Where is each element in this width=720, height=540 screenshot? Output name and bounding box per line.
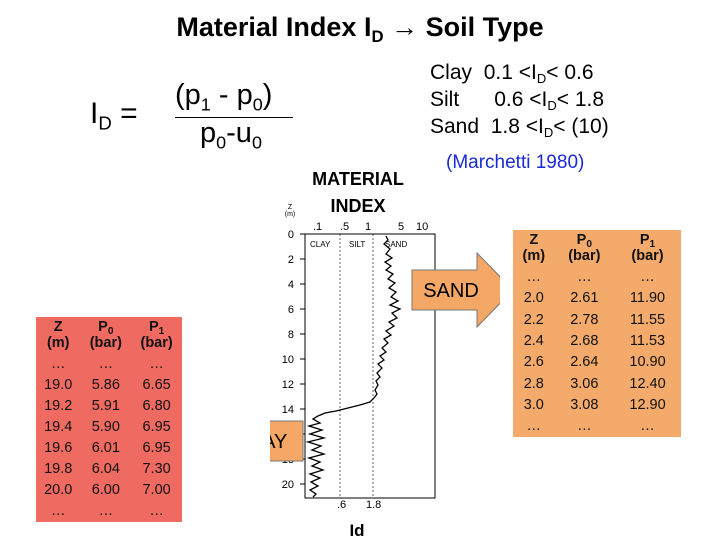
column-header-z: Z (m) <box>46 319 70 352</box>
z-axis-label-line2: (m) <box>285 211 296 218</box>
sand-data-table: Z (m) P0 (bar) P1 (bar) ……… 2.0 2.61 11.90 2.… <box>513 230 681 437</box>
top-tick-label: .5 <box>340 221 349 233</box>
fraction-bar <box>175 117 293 118</box>
table-row: 19.2 5.91 6.80 <box>44 397 171 414</box>
table-row: 2.6 2.64 10.90 <box>523 354 666 371</box>
zone-label-sand: SAND <box>385 240 407 249</box>
citation: (Marchetti 1980) <box>446 152 585 173</box>
x-axis-label: Id <box>349 521 364 540</box>
depth-tick-label: 14 <box>282 404 294 416</box>
table-header-row: Z (m) P0 (bar) P1 (bar) <box>513 230 681 267</box>
bottom-tick-label: 1.8 <box>366 499 381 511</box>
z-axis-label-line1: Z <box>288 204 293 211</box>
table-row: 19.4 5.90 6.95 <box>44 418 171 435</box>
formula-numerator: (p1 - p0) <box>175 79 273 115</box>
plot-title-line1: MATERIAL <box>312 169 404 189</box>
zone-label-silt: SILT <box>349 240 365 249</box>
material-index-plot: MATERIAL INDEX Z (m) .1 .5 1 5 10 CLAY S… <box>270 169 500 540</box>
sand-callout-label: SAND <box>423 280 479 302</box>
plot-frame <box>304 233 436 499</box>
index-profile <box>305 235 402 498</box>
page-title: Material Index ID → Soil Type <box>176 12 544 46</box>
table-header-row: Z (m) P0 (bar) P1 (bar) <box>36 317 182 353</box>
clay-callout: CLAY <box>270 420 304 462</box>
table-row: ……… <box>50 503 164 520</box>
range-sand: Sand 1.8 <ID< (10) <box>430 115 609 140</box>
range-clay: Clay 0.1 <ID< 0.6 <box>430 61 594 86</box>
depth-tick-label: 12 <box>282 379 294 391</box>
column-header-p1: P1 (bar) <box>140 319 173 352</box>
table-row: ……… <box>526 269 655 286</box>
depth-tick-label: 8 <box>288 329 294 341</box>
table-row: 19.8 6.04 7.30 <box>44 461 171 478</box>
table-row: 20.0 6.00 7.00 <box>44 482 171 499</box>
top-tick-label: .1 <box>313 221 322 233</box>
table-row: 2.2 2.78 11.55 <box>523 311 666 328</box>
table-row: 2.4 2.68 11.53 <box>523 332 666 349</box>
formula-denominator: p0-u0 <box>200 117 262 153</box>
clay-callout-label: CLAY <box>270 431 287 453</box>
column-header-p1: P1 (bar) <box>631 232 664 265</box>
depth-tick-label: 20 <box>282 479 294 491</box>
range-silt: Silt 0.6 <ID< 1.8 <box>430 88 605 113</box>
column-header-p0: P0 (bar) <box>89 319 122 352</box>
formula-lhs: ID = <box>90 97 138 134</box>
depth-tick-label: 6 <box>288 304 294 316</box>
table-row: ……… <box>50 355 164 372</box>
table-row: 19.0 5.86 6.65 <box>44 376 171 393</box>
plot-title-line2: INDEX <box>330 196 385 216</box>
depth-tick-label: 10 <box>282 354 294 366</box>
right-arrow-icon: → <box>391 12 419 42</box>
column-header-z: Z (m) <box>522 232 546 265</box>
clay-data-table: Z (m) P0 (bar) P1 (bar) ……… 19.0 5.86 6.65 19… <box>36 317 182 522</box>
bottom-tick-label: .6 <box>337 499 346 511</box>
column-header-p0: P0 (bar) <box>568 232 601 265</box>
top-tick-label: 10 <box>416 221 428 233</box>
table-row: 2.0 2.61 11.90 <box>523 290 666 307</box>
soil-ranges: Clay 0.1 <ID< 0.6 Silt 0.6 <ID< 1.8 Sand… <box>430 59 609 140</box>
depth-tick-label: 4 <box>288 279 294 291</box>
top-tick-label: 5 <box>398 221 404 233</box>
table-row: 2.8 3.06 12.40 <box>523 375 666 392</box>
table-row: 19.6 6.01 6.95 <box>44 439 171 456</box>
sand-callout: SAND <box>411 251 500 329</box>
table-row: 3.0 3.08 12.90 <box>523 396 666 413</box>
table-row: ……… <box>526 418 655 435</box>
top-tick-label: 1 <box>365 221 371 233</box>
depth-tick-label: 2 <box>288 254 294 266</box>
zone-label-clay: CLAY <box>310 240 331 249</box>
depth-tick-label: 0 <box>288 229 294 241</box>
